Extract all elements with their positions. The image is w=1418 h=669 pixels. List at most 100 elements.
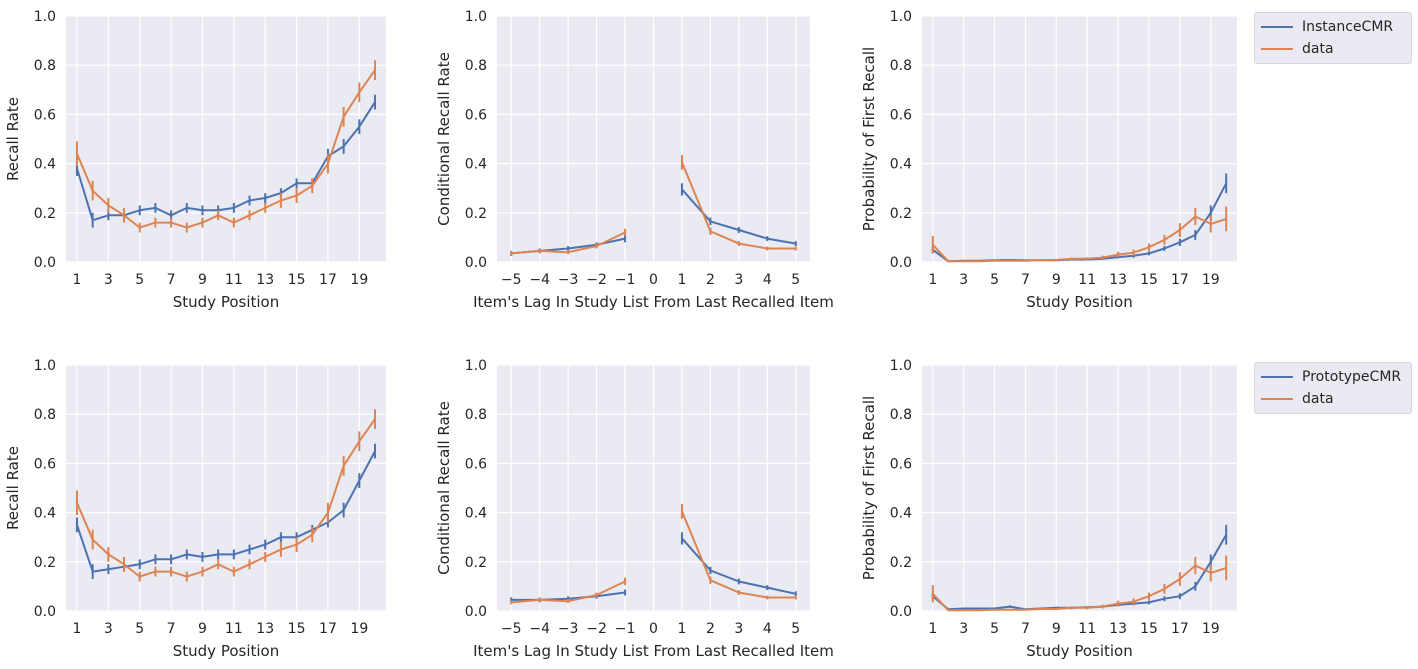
x-tick-label: 17: [319, 272, 337, 288]
chart-panel-5: 0.0 0.2 0.4 0.6 0.8 1.0 −5 −4 −3 −2 −1 0 1 2 3 4 5 Item's…: [435, 358, 834, 660]
x-axis-label: Study Position: [1026, 642, 1132, 660]
x-axis-label: Item's Lag In Study List From Last Recal…: [473, 293, 834, 311]
y-tick-label: 0.8: [465, 58, 487, 74]
x-tick-label: 11: [1078, 272, 1096, 288]
plot-area: [922, 16, 1237, 262]
y-tick-label: 0.4: [465, 157, 487, 173]
x-tick-label: 1: [928, 272, 937, 288]
x-axis-label: Study Position: [173, 642, 279, 660]
x-tick-label: −4: [529, 272, 550, 288]
y-tick-label: 0.2: [890, 555, 912, 571]
x-tick-label: 11: [1078, 621, 1096, 637]
x-tick-label: 5: [135, 621, 144, 637]
x-tick-label: 19: [1202, 272, 1220, 288]
y-tick-label: 1.0: [34, 358, 56, 374]
y-tick-label: 0.2: [465, 555, 487, 571]
x-tick-label: −3: [558, 621, 579, 637]
x-tick-label: 13: [1109, 272, 1127, 288]
legend-top: InstanceCMR data: [1254, 12, 1412, 64]
x-tick-label: 5: [791, 272, 800, 288]
chart-panel-2: 0.0 0.2 0.4 0.6 0.8 1.0 −5 −4 −3 −2 −1 0 1 2 3 4 5 Item's…: [435, 9, 834, 311]
series-line: [76, 69, 376, 229]
x-tick-label: 13: [256, 621, 274, 637]
x-tick-label: 9: [1052, 621, 1061, 637]
x-tick-label: 17: [1171, 621, 1189, 637]
y-tick-label: 0.6: [34, 107, 56, 123]
x-tick-label: 11: [225, 272, 243, 288]
x-tick-label: 15: [1140, 272, 1158, 288]
x-tick-label: 19: [350, 621, 368, 637]
x-tick-label: 0: [649, 272, 658, 288]
x-axis-label: Study Position: [1026, 293, 1132, 311]
series-data: [75, 60, 377, 233]
y-axis-label: Conditional Recall Rate: [435, 52, 453, 226]
legend-swatch-data: [1261, 48, 1293, 50]
y-tick-label: 0.6: [890, 107, 912, 123]
y-axis-label: Probability of First Recall: [860, 47, 878, 231]
y-tick-label: 1.0: [465, 358, 487, 374]
x-tick-label: −4: [529, 621, 550, 637]
x-tick-label: 3: [734, 621, 743, 637]
x-tick-label: 1: [677, 621, 686, 637]
x-tick-label: −3: [558, 272, 579, 288]
x-tick-label: 15: [288, 621, 306, 637]
x-tick-label: 13: [256, 272, 274, 288]
legend-label-model: InstanceCMR: [1302, 19, 1394, 35]
legend-item-model: PrototypeCMR: [1255, 366, 1411, 388]
x-tick-label: 5: [990, 272, 999, 288]
legend-label-data: data: [1302, 41, 1334, 57]
y-tick-label: 1.0: [34, 9, 56, 25]
y-tick-label: 0.6: [890, 456, 912, 472]
x-tick-label: 1: [73, 621, 82, 637]
legend-item-model: InstanceCMR: [1255, 16, 1411, 38]
x-tick-label: −5: [501, 272, 522, 288]
x-tick-label: 7: [1021, 272, 1030, 288]
plot-area: [922, 365, 1237, 611]
y-axis-label: Probability of First Recall: [860, 396, 878, 580]
x-tick-label: 5: [990, 621, 999, 637]
series-line: [76, 101, 376, 222]
legend-item-data: data: [1255, 388, 1411, 410]
x-tick-label: −2: [586, 272, 607, 288]
y-axis-label: Conditional Recall Rate: [435, 401, 453, 575]
x-axis-label: Study Position: [173, 293, 279, 311]
x-tick-label: 15: [288, 272, 306, 288]
y-tick-label: 0.6: [34, 456, 56, 472]
x-tick-label: 5: [135, 272, 144, 288]
x-tick-label: 4: [763, 272, 772, 288]
x-tick-label: 9: [198, 272, 207, 288]
x-tick-label: 3: [104, 621, 113, 637]
series-data: [510, 503, 797, 605]
y-tick-label: 0.8: [890, 58, 912, 74]
y-tick-label: 0.0: [890, 604, 912, 620]
x-tick-label: 4: [763, 621, 772, 637]
y-tick-label: 0.2: [465, 206, 487, 222]
series-line: [76, 418, 376, 578]
x-tick-label: −1: [615, 272, 636, 288]
x-tick-label: 2: [706, 272, 715, 288]
y-tick-label: 0.4: [890, 506, 912, 522]
y-tick-label: 0.6: [465, 107, 487, 123]
y-tick-label: 0.2: [34, 206, 56, 222]
x-tick-label: 7: [167, 621, 176, 637]
legend-bottom: PrototypeCMR data: [1254, 362, 1412, 414]
y-axis-label: Recall Rate: [4, 446, 22, 530]
y-tick-label: 0.0: [465, 604, 487, 620]
legend-swatch-model: [1261, 376, 1293, 378]
legend-label-data: data: [1302, 391, 1334, 407]
x-tick-label: 19: [350, 272, 368, 288]
legend-item-data: data: [1255, 38, 1411, 60]
y-tick-label: 0.0: [890, 255, 912, 271]
series-data: [931, 206, 1228, 263]
series-line: [932, 215, 1227, 263]
x-tick-label: 1: [928, 621, 937, 637]
x-tick-label: 5: [791, 621, 800, 637]
x-tick-label: −5: [501, 621, 522, 637]
x-tick-label: 1: [677, 272, 686, 288]
x-tick-label: 1: [73, 272, 82, 288]
x-tick-label: 17: [319, 621, 337, 637]
y-tick-label: 1.0: [890, 358, 912, 374]
